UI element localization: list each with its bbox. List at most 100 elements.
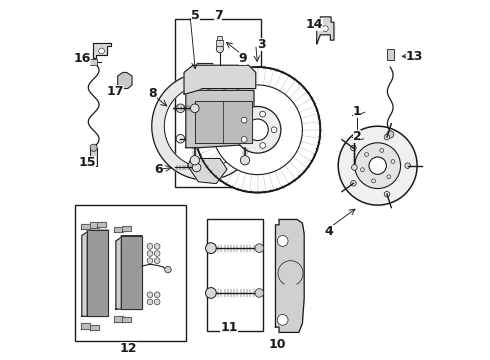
Polygon shape bbox=[93, 43, 111, 58]
Circle shape bbox=[165, 266, 171, 273]
Text: 7: 7 bbox=[214, 9, 222, 22]
Circle shape bbox=[205, 288, 216, 298]
Circle shape bbox=[277, 235, 288, 246]
Circle shape bbox=[260, 143, 266, 148]
Circle shape bbox=[380, 148, 384, 152]
Circle shape bbox=[234, 107, 281, 153]
Circle shape bbox=[351, 165, 357, 170]
Polygon shape bbox=[122, 317, 131, 322]
Text: 15: 15 bbox=[78, 156, 96, 169]
Circle shape bbox=[176, 104, 185, 113]
Circle shape bbox=[90, 144, 97, 151]
Text: 16: 16 bbox=[74, 51, 91, 64]
Circle shape bbox=[154, 258, 160, 264]
Circle shape bbox=[213, 85, 302, 175]
Circle shape bbox=[405, 163, 411, 168]
Circle shape bbox=[147, 251, 153, 256]
Circle shape bbox=[205, 243, 216, 253]
Text: 10: 10 bbox=[269, 338, 286, 351]
Polygon shape bbox=[118, 72, 132, 89]
Circle shape bbox=[271, 127, 277, 133]
Text: 6: 6 bbox=[155, 163, 163, 176]
Text: 11: 11 bbox=[220, 320, 238, 333]
Bar bbox=[216, 40, 223, 45]
Bar bbox=[74, 205, 186, 341]
Circle shape bbox=[387, 131, 394, 138]
Text: 9: 9 bbox=[239, 52, 247, 65]
Text: 13: 13 bbox=[406, 50, 423, 63]
Circle shape bbox=[195, 67, 320, 193]
Bar bbox=[90, 148, 97, 166]
Circle shape bbox=[216, 45, 223, 53]
Polygon shape bbox=[90, 324, 99, 330]
Circle shape bbox=[242, 137, 247, 142]
Bar bbox=[207, 220, 263, 330]
Polygon shape bbox=[198, 63, 213, 76]
Polygon shape bbox=[275, 220, 304, 332]
Text: 14: 14 bbox=[305, 18, 323, 31]
Circle shape bbox=[147, 292, 153, 298]
Circle shape bbox=[154, 292, 160, 298]
Circle shape bbox=[147, 243, 153, 249]
Circle shape bbox=[361, 168, 365, 172]
Polygon shape bbox=[90, 222, 99, 228]
Polygon shape bbox=[82, 230, 108, 316]
Circle shape bbox=[369, 157, 386, 174]
Circle shape bbox=[384, 134, 390, 140]
Polygon shape bbox=[188, 158, 227, 184]
Circle shape bbox=[355, 143, 400, 189]
Circle shape bbox=[391, 159, 395, 163]
Polygon shape bbox=[81, 224, 90, 229]
Circle shape bbox=[338, 126, 417, 205]
Circle shape bbox=[191, 104, 199, 113]
Text: 8: 8 bbox=[148, 87, 157, 100]
Circle shape bbox=[147, 299, 153, 305]
Circle shape bbox=[255, 244, 264, 252]
Circle shape bbox=[351, 145, 356, 151]
Circle shape bbox=[387, 175, 391, 179]
Circle shape bbox=[351, 180, 356, 186]
Text: 12: 12 bbox=[120, 342, 137, 355]
Polygon shape bbox=[114, 226, 123, 232]
Polygon shape bbox=[317, 17, 334, 44]
Text: 1: 1 bbox=[353, 105, 361, 118]
Polygon shape bbox=[122, 226, 131, 231]
Circle shape bbox=[322, 26, 328, 32]
Polygon shape bbox=[114, 316, 123, 321]
Text: 3: 3 bbox=[257, 38, 266, 51]
Circle shape bbox=[242, 117, 247, 123]
Circle shape bbox=[240, 156, 250, 165]
Circle shape bbox=[147, 258, 153, 264]
Circle shape bbox=[98, 48, 104, 54]
Text: 4: 4 bbox=[325, 225, 334, 238]
Bar bbox=[90, 59, 97, 64]
Circle shape bbox=[192, 163, 201, 172]
Circle shape bbox=[154, 299, 160, 305]
Polygon shape bbox=[87, 230, 108, 316]
Polygon shape bbox=[116, 235, 142, 309]
Polygon shape bbox=[195, 101, 252, 143]
Circle shape bbox=[247, 119, 269, 140]
Text: 2: 2 bbox=[353, 130, 361, 144]
Polygon shape bbox=[184, 65, 256, 94]
Bar bbox=[175, 19, 261, 187]
Circle shape bbox=[384, 192, 390, 197]
Circle shape bbox=[154, 251, 160, 256]
Circle shape bbox=[365, 153, 368, 157]
Polygon shape bbox=[152, 72, 252, 180]
Text: 5: 5 bbox=[191, 9, 200, 22]
Circle shape bbox=[260, 111, 266, 117]
Polygon shape bbox=[97, 222, 106, 227]
Bar bbox=[218, 36, 222, 40]
Polygon shape bbox=[186, 90, 254, 148]
Circle shape bbox=[176, 134, 185, 143]
Circle shape bbox=[206, 84, 212, 90]
Circle shape bbox=[371, 179, 375, 183]
Bar bbox=[387, 49, 394, 60]
Polygon shape bbox=[122, 235, 142, 309]
Circle shape bbox=[154, 243, 160, 249]
Circle shape bbox=[190, 156, 199, 165]
Text: 17: 17 bbox=[106, 85, 124, 98]
Circle shape bbox=[255, 289, 264, 297]
Circle shape bbox=[277, 315, 288, 325]
